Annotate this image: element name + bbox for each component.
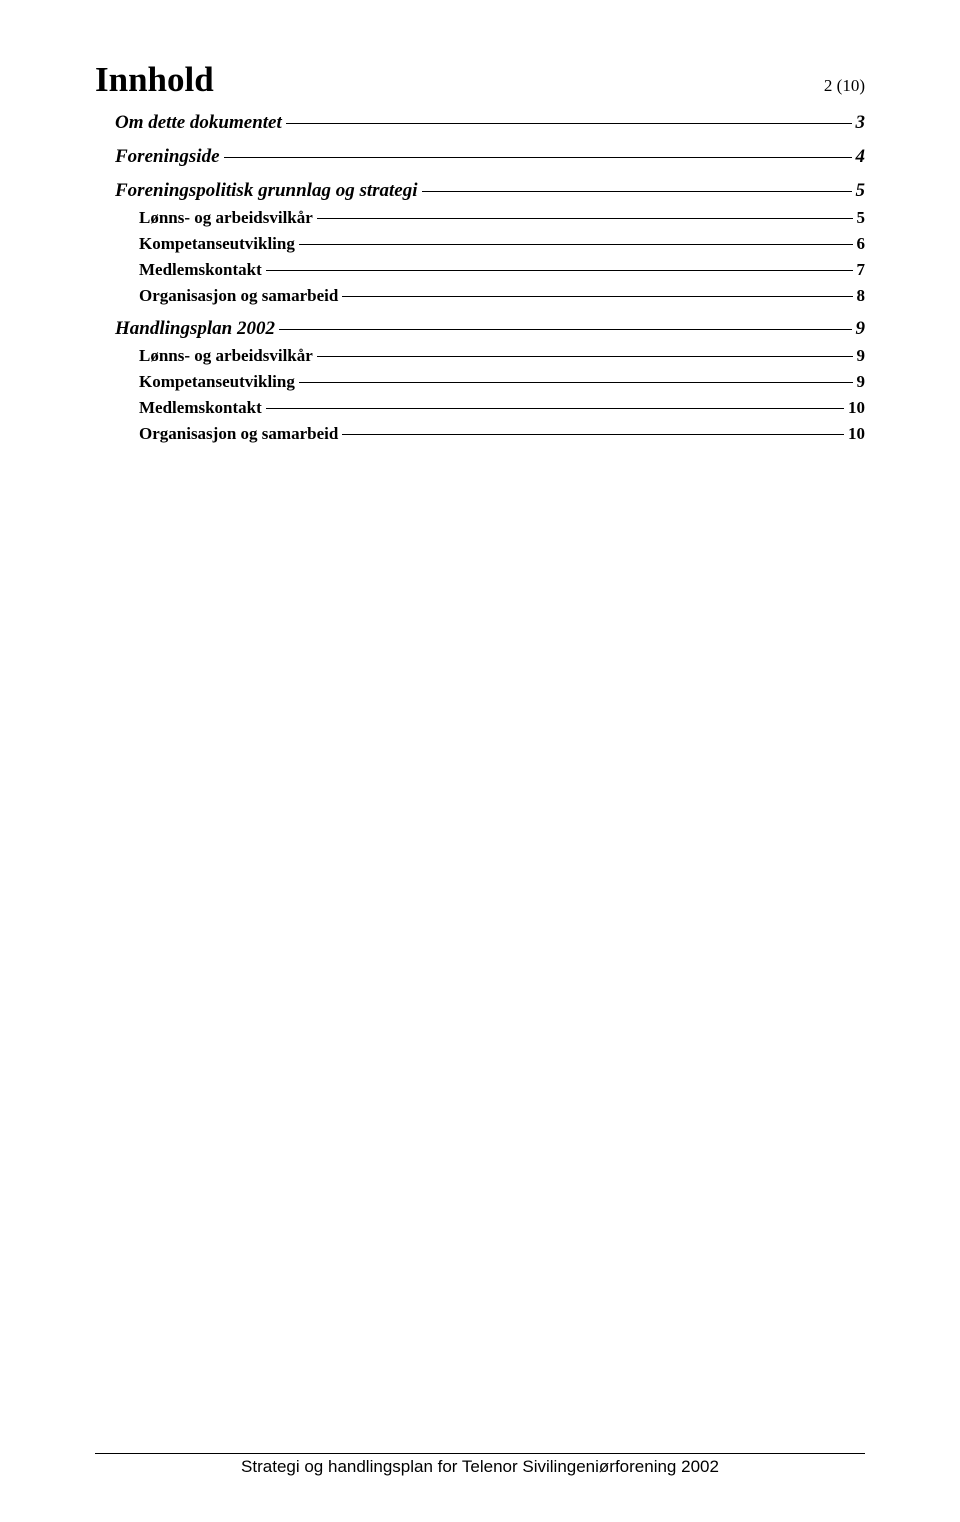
toc-label: Organisasjon og samarbeid [139,286,338,306]
toc-page: 10 [848,398,865,418]
toc-label: Medlemskontakt [139,398,262,418]
toc-page: 4 [856,146,866,168]
toc-leader [286,123,852,124]
toc-page: 9 [857,372,866,392]
toc-page: 7 [857,260,866,280]
toc-leader [266,408,844,409]
toc-page: 9 [857,346,866,366]
toc-label: Medlemskontakt [139,260,262,280]
header-row: Innhold 2 (10) [95,60,865,100]
table-of-contents: Om dette dokumentet3Foreningside4Forenin… [95,112,865,444]
footer-divider [95,1453,865,1454]
document-page: Innhold 2 (10) Om dette dokumentet 3 Foren… [0,0,960,444]
toc-label: Organisasjon og samarbeid [139,424,338,444]
toc-leader [299,244,853,245]
toc-entry: Foreningspolitisk grunnlag og strategi 5 [95,180,865,202]
toc-label: Handlingsplan 2002 [115,318,275,340]
toc-entry: Organisasjon og samarbeid 10 [95,424,865,444]
toc-leader [317,356,853,357]
toc-leader [224,157,852,158]
toc-leader [299,382,853,383]
toc-page: 10 [848,424,865,444]
toc-leader [422,191,852,192]
toc-leader [317,218,853,219]
toc-entry: Medlemskontakt 7 [95,260,865,280]
toc-entry: Medlemskontakt 10 [95,398,865,418]
footer: Strategi og handlingsplan for Telenor Si… [95,1453,865,1477]
toc-label: Om dette dokumentet [115,112,282,134]
toc-entry: Om dette dokumentet 3 [95,112,865,134]
toc-page: 3 [856,112,866,134]
toc-entry: Lønns- og arbeidsvilkår 9 [95,346,865,366]
toc-leader [342,296,852,297]
toc-entry: Foreningside 4 [95,146,865,168]
document-title: Innhold [95,60,214,100]
toc-page: 5 [857,208,866,228]
toc-entry: Lønns- og arbeidsvilkår 5 [95,208,865,228]
toc-page: 9 [856,318,866,340]
toc-label: Lønns- og arbeidsvilkår [139,346,313,366]
footer-text: Strategi og handlingsplan for Telenor Si… [95,1457,865,1477]
page-number: 2 (10) [824,76,865,96]
toc-label: Foreningspolitisk grunnlag og strategi [115,180,418,202]
toc-page: 5 [856,180,866,202]
toc-leader [266,270,853,271]
toc-label: Kompetanseutvikling [139,234,295,254]
toc-entry: Kompetanseutvikling 6 [95,234,865,254]
toc-entry: Kompetanseutvikling 9 [95,372,865,392]
toc-label: Kompetanseutvikling [139,372,295,392]
toc-entry: Handlingsplan 2002 9 [95,318,865,340]
toc-leader [279,329,852,330]
toc-label: Lønns- og arbeidsvilkår [139,208,313,228]
toc-page: 8 [857,286,866,306]
toc-leader [342,434,844,435]
toc-label: Foreningside [115,146,220,168]
toc-entry: Organisasjon og samarbeid 8 [95,286,865,306]
toc-page: 6 [857,234,866,254]
